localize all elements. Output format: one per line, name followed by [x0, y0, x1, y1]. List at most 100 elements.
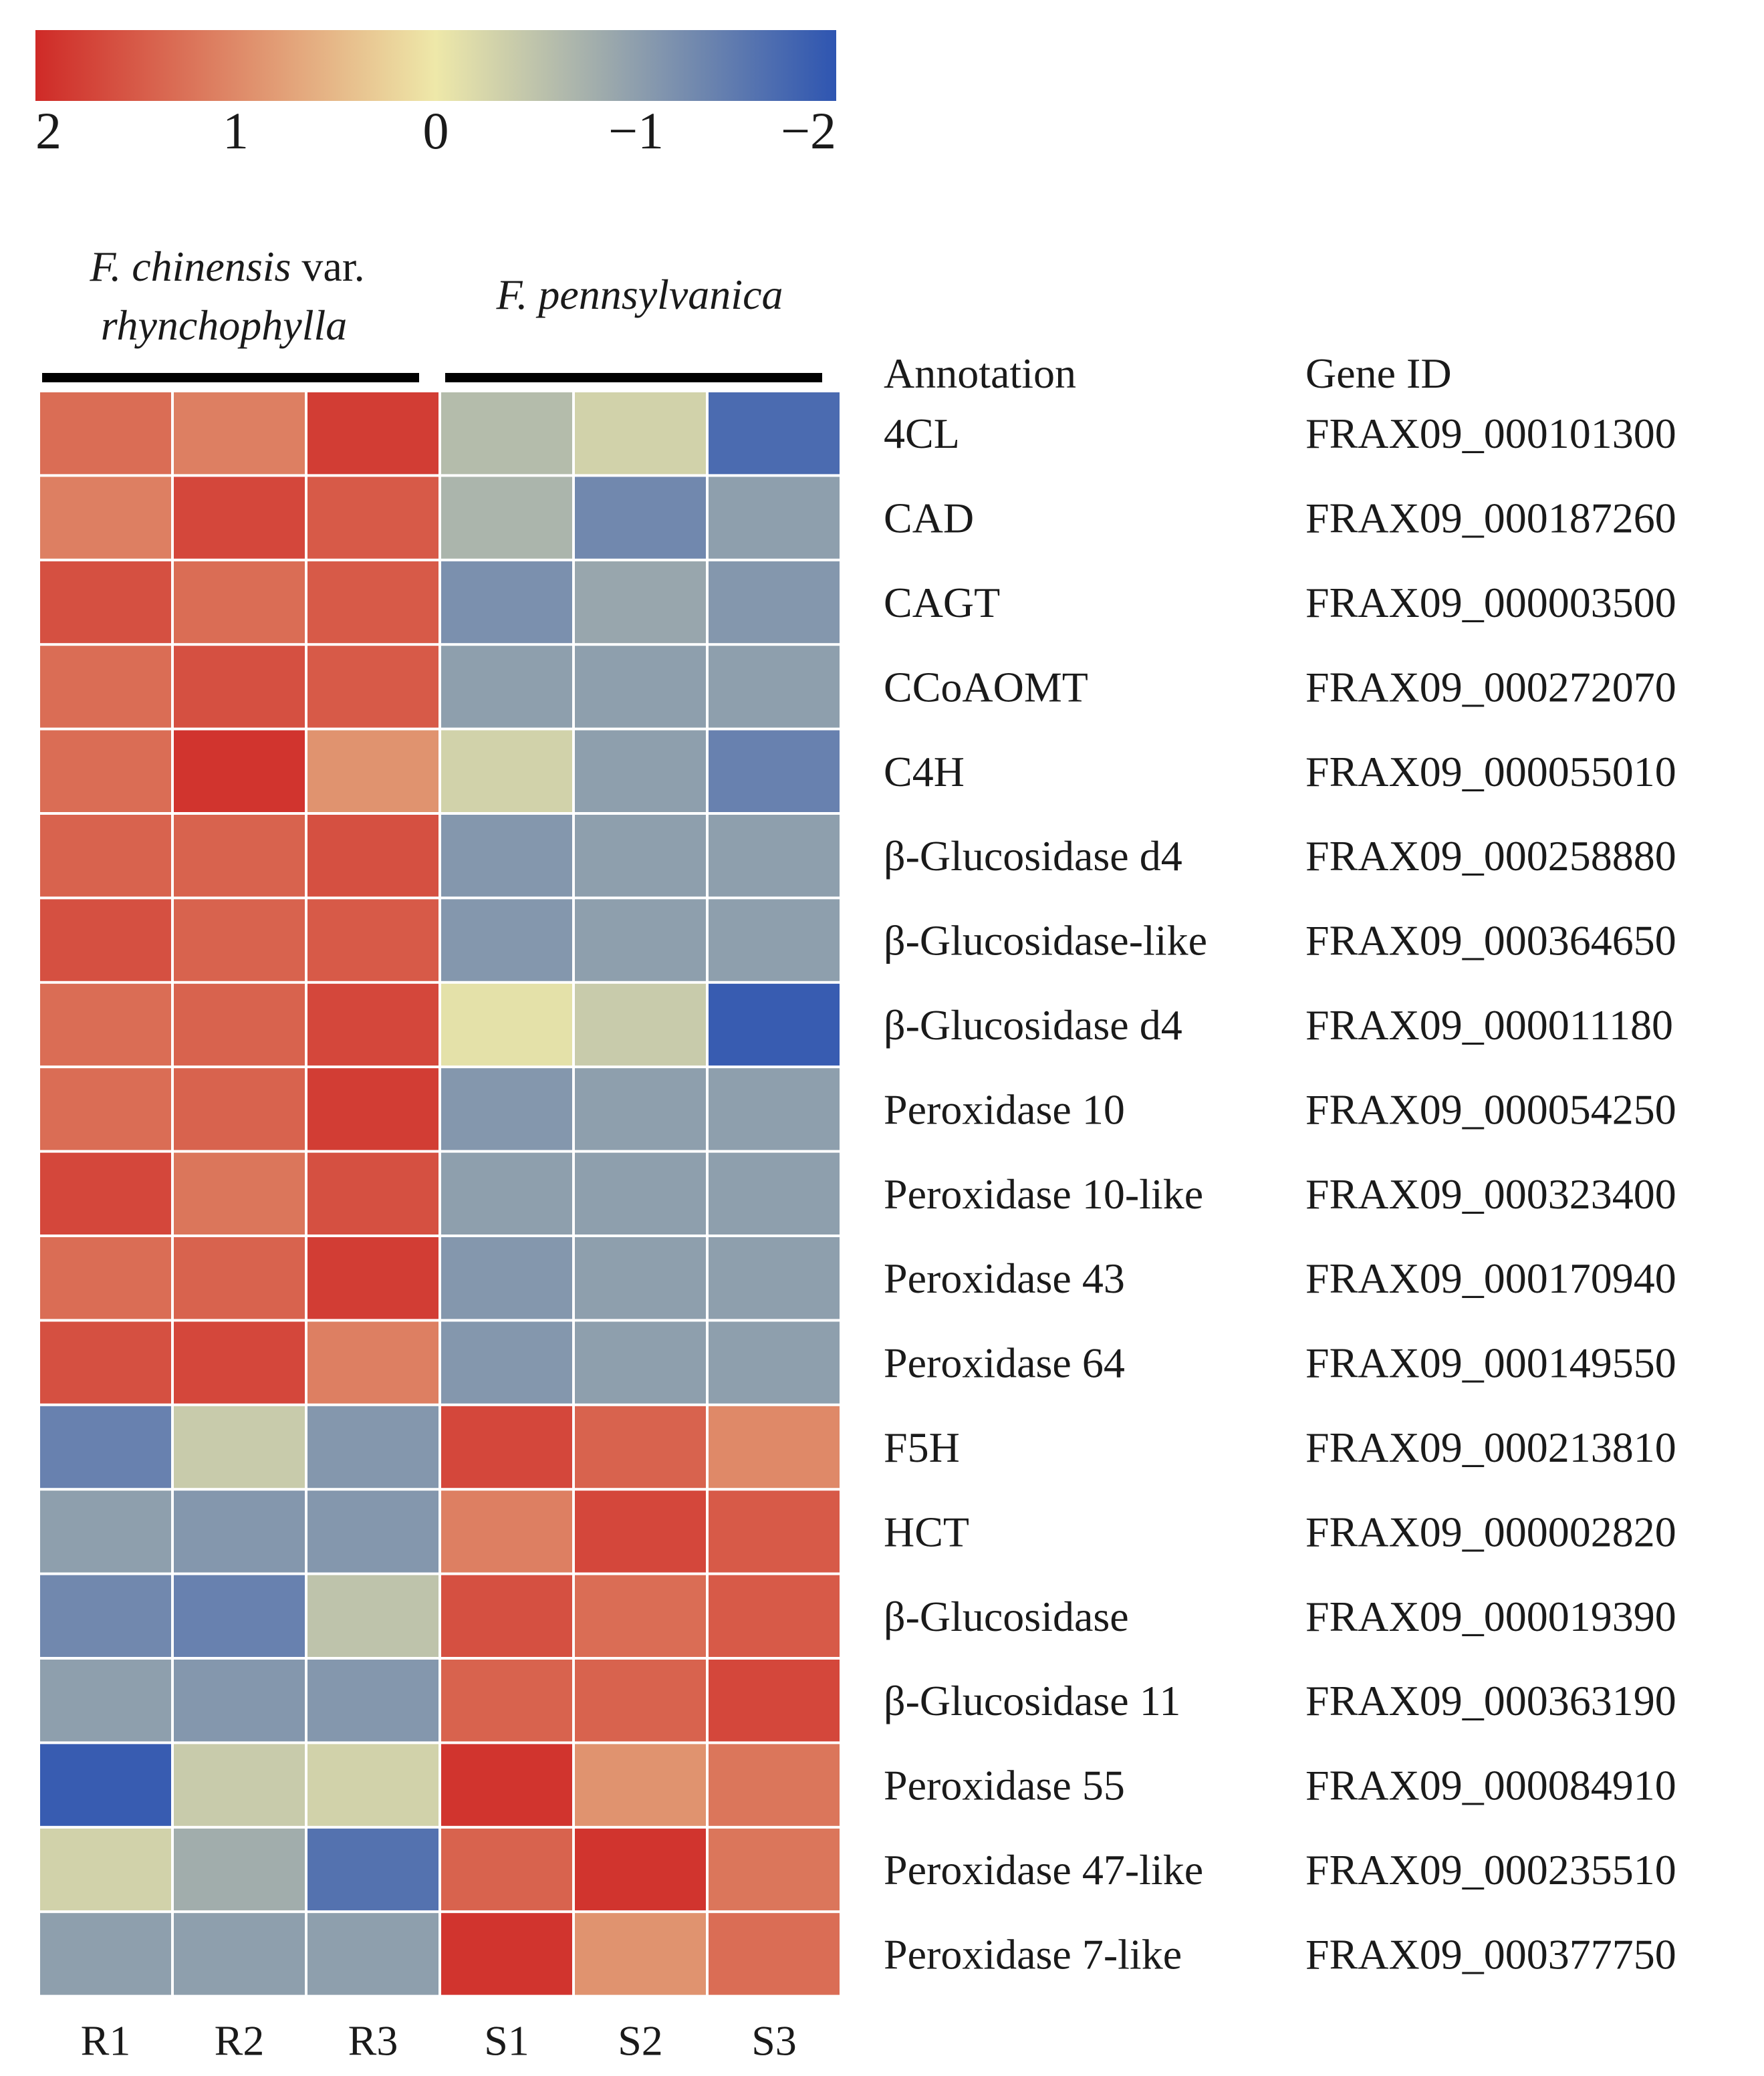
heatmap-cell	[575, 1152, 706, 1235]
heatmap-cell	[174, 899, 305, 981]
group-label-chinensis: F. chinensis var.	[89, 243, 364, 290]
row-annotation-label: 4CL	[884, 410, 960, 457]
heatmap-cell	[575, 983, 706, 1066]
row-gene-id-label: FRAX09_000272070	[1305, 663, 1676, 710]
heatmap-cell	[575, 1406, 706, 1488]
heatmap-cell	[307, 815, 438, 897]
heatmap-cell	[307, 646, 438, 728]
row-gene-id-label: FRAX09_000213810	[1305, 1424, 1676, 1471]
heatmap-cell	[709, 983, 840, 1066]
row-gene-id-label: FRAX09_000377750	[1305, 1930, 1676, 1978]
heatmap-cell	[40, 1068, 171, 1150]
colorbar-tick-label: 2	[35, 102, 61, 160]
heatmap-cell	[441, 983, 572, 1066]
heatmap-cell	[709, 1913, 840, 1995]
heatmap-cell	[40, 1744, 171, 1826]
heatmap-cell	[575, 1744, 706, 1826]
column-label: S3	[751, 2017, 797, 2065]
heatmap-cell	[709, 730, 840, 812]
heatmap-cell	[441, 815, 572, 897]
heatmap-cell	[307, 1237, 438, 1319]
heatmap-cells	[40, 392, 840, 1995]
row-annotation-label: Peroxidase 10-like	[884, 1170, 1203, 1218]
row-annotation-label: Peroxidase 64	[884, 1339, 1125, 1387]
heatmap-cell	[307, 1406, 438, 1488]
row-annotation-label: HCT	[884, 1508, 969, 1555]
heatmap-cell	[307, 1913, 438, 1995]
column-label: S2	[618, 2017, 663, 2065]
row-labels: 4CL FRAX09_000101300 CAD FRAX09_000187260 CA…	[884, 410, 1676, 1978]
heatmap-cell	[709, 1575, 840, 1657]
heatmap-cell	[441, 1744, 572, 1826]
heatmap-cell	[575, 1660, 706, 1742]
heatmap-cell	[40, 1828, 171, 1911]
heatmap-cell	[307, 730, 438, 812]
heatmap-cell	[575, 477, 706, 559]
heatmap-cell	[174, 1237, 305, 1319]
heatmap-cell	[307, 1575, 438, 1657]
heatmap-cell	[40, 392, 171, 475]
heatmap-cell	[40, 1406, 171, 1488]
heatmap-cell	[709, 1828, 840, 1911]
row-annotation-label: Peroxidase 7-like	[884, 1930, 1182, 1978]
row-gene-id-label: FRAX09_000364650	[1305, 917, 1676, 964]
heatmap-cell	[40, 730, 171, 812]
heatmap-cell	[40, 1575, 171, 1657]
heatmap-cell	[307, 1490, 438, 1573]
heatmap-cell	[174, 1406, 305, 1488]
heatmap-cell	[709, 1068, 840, 1150]
group-headers: F. chinensis var. rhynchophylla F. penns…	[42, 243, 822, 382]
heatmap-cell	[709, 1152, 840, 1235]
heatmap-cell	[441, 899, 572, 981]
heatmap-cell	[174, 1068, 305, 1150]
heatmap-cell	[40, 983, 171, 1066]
heatmap-cell	[575, 1575, 706, 1657]
heatmap-cell	[709, 392, 840, 475]
heatmap-cell	[174, 815, 305, 897]
annotation-header: Annotation	[884, 350, 1076, 397]
heatmap-cell	[307, 983, 438, 1066]
heatmap-cell	[575, 1237, 706, 1319]
heatmap-cell	[441, 392, 572, 475]
heatmap-cell	[575, 1068, 706, 1150]
heatmap-cell	[40, 899, 171, 981]
heatmap-cell	[441, 1406, 572, 1488]
heatmap-cell	[174, 477, 305, 559]
column-label: R3	[348, 2017, 398, 2065]
heatmap-cell	[441, 1913, 572, 1995]
heatmap-cell	[307, 1744, 438, 1826]
heatmap-cell	[709, 646, 840, 728]
heatmap-cell	[441, 1068, 572, 1150]
heatmap-cell	[40, 1321, 171, 1404]
row-annotation-label: CAGT	[884, 579, 1000, 626]
heatmap-cell	[307, 392, 438, 475]
row-annotation-label: Peroxidase 47-like	[884, 1846, 1203, 1894]
row-gene-id-label: FRAX09_000149550	[1305, 1339, 1676, 1387]
heatmap-cell	[40, 561, 171, 644]
heatmap-cell	[40, 1660, 171, 1742]
heatmap-cell	[441, 477, 572, 559]
heatmap-cell	[709, 1406, 840, 1488]
column-label: S1	[484, 2017, 529, 2065]
row-annotation-label: Peroxidase 10	[884, 1085, 1125, 1133]
row-annotation-label: β-Glucosidase d4	[884, 832, 1182, 880]
heatmap-cell	[174, 646, 305, 728]
heatmap-cell	[174, 730, 305, 812]
heatmap-cell	[174, 1490, 305, 1573]
heatmap-cell	[709, 899, 840, 981]
heatmap-cell	[307, 477, 438, 559]
heatmap-cell	[174, 1828, 305, 1911]
heatmap-cell	[441, 1828, 572, 1911]
row-gene-id-label: FRAX09_000003500	[1305, 579, 1676, 626]
heatmap-cell	[575, 1913, 706, 1995]
heatmap-cell	[40, 477, 171, 559]
heatmap-cell	[575, 815, 706, 897]
heatmap-cell	[174, 1575, 305, 1657]
row-gene-id-label: FRAX09_000002820	[1305, 1508, 1676, 1555]
row-annotation-label: Peroxidase 43	[884, 1255, 1125, 1302]
heatmap-cell	[441, 1575, 572, 1657]
colorbar-gradient	[35, 30, 836, 101]
row-annotation-label: C4H	[884, 748, 965, 795]
row-gene-id-label: FRAX09_000054250	[1305, 1085, 1676, 1133]
